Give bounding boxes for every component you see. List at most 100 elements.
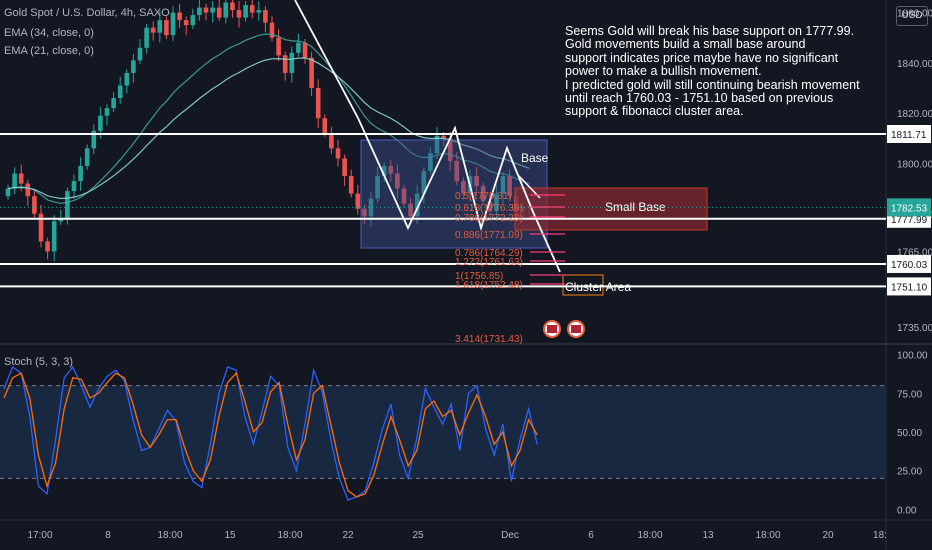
candle-body — [131, 60, 136, 73]
candle-body — [329, 133, 334, 149]
x-tick-label: 18: — [873, 530, 887, 541]
candle-body — [150, 27, 156, 33]
candle-body — [375, 176, 380, 199]
x-tick-label: 18:00 — [755, 530, 780, 541]
candle-body — [362, 208, 367, 217]
candle-body — [236, 10, 242, 18]
projection-path — [294, 0, 561, 273]
candle-body — [177, 12, 182, 21]
candle-body — [342, 158, 347, 177]
candle-body — [243, 5, 248, 18]
candle-body — [197, 7, 202, 16]
candle-body — [104, 108, 110, 116]
candle-body — [58, 218, 64, 222]
candle-body — [414, 193, 420, 217]
candle-body — [507, 176, 512, 197]
x-tick-label: 18:00 — [637, 530, 662, 541]
candle-body — [25, 183, 31, 197]
candle-body — [494, 193, 499, 212]
candle-body — [18, 173, 24, 184]
fib-label: 1.272(1761.63) — [455, 257, 523, 268]
candle-body — [388, 165, 394, 174]
analysis-note: Seems Gold will break his base support o… — [565, 24, 865, 119]
candle-body — [309, 57, 314, 89]
candle-body — [434, 135, 440, 154]
current-price-label: 1782.53 — [891, 203, 928, 214]
note-line: power to make a bullish movement. — [565, 64, 762, 79]
candle-body — [170, 12, 176, 36]
fib-label: 0.786(1764.29) — [455, 248, 523, 259]
projection-path-secondary — [517, 174, 541, 199]
x-tick-label: 18:00 — [277, 530, 302, 541]
candle-body — [487, 201, 493, 212]
candle-body — [322, 118, 328, 134]
candle-body — [91, 130, 97, 149]
candle-body — [296, 42, 301, 53]
small-base-label: Small Base — [605, 200, 666, 214]
candle-body — [78, 165, 83, 182]
current-price-badge — [887, 198, 931, 217]
x-tick-label: 20 — [822, 530, 834, 541]
x-tick-label: 18:00 — [157, 530, 182, 541]
candle-body — [117, 85, 123, 99]
note-line: support indicates price maybe have no si… — [565, 50, 839, 65]
candle-body — [256, 10, 262, 13]
candle-body — [84, 148, 90, 166]
fib-label: 0.786(1772.23) — [455, 213, 523, 224]
stoch-tick-label: 50.00 — [897, 428, 922, 439]
stoch-d-line — [3, 371, 538, 498]
level-badge — [887, 125, 931, 144]
legend-ema21: EMA (21, close, 0) — [4, 45, 94, 57]
candle-body — [216, 7, 222, 18]
candle-body — [368, 198, 374, 217]
stoch-k-line — [3, 365, 538, 501]
x-tick-label: 6 — [588, 530, 594, 541]
candle-body — [210, 7, 215, 13]
candle-body — [480, 186, 486, 202]
candle-body — [302, 42, 308, 58]
candle-body — [183, 20, 189, 26]
fib-label: 1.618(1752.48) — [455, 280, 523, 291]
candle-body — [315, 88, 321, 119]
candle-body — [12, 173, 17, 189]
note-line: Gold movements build a small base around — [565, 37, 806, 52]
candle-body — [335, 148, 341, 159]
x-tick-label: Dec — [501, 530, 519, 541]
legend-stoch: Stoch (5, 3, 3) — [4, 356, 74, 368]
candle-body — [230, 2, 235, 11]
candle-body — [164, 20, 169, 36]
candle-body — [348, 176, 354, 194]
currency-button[interactable]: USD — [896, 6, 928, 26]
y-tick-label: 1800.00 — [897, 159, 932, 170]
candle-body — [381, 165, 387, 177]
candle-body — [203, 7, 209, 13]
level-label: 1760.03 — [891, 260, 928, 271]
candle-body — [282, 55, 288, 73]
level-label: 1777.99 — [891, 215, 928, 226]
ema-34-line — [7, 57, 530, 200]
stoch-band — [0, 385, 886, 479]
candle-body — [461, 181, 466, 194]
fib-label: 3.414(1731.43) — [455, 334, 523, 345]
x-tick-label: 15 — [224, 530, 236, 541]
candle-body — [5, 188, 11, 197]
level-label: 1751.10 — [891, 282, 928, 293]
candle-body — [190, 15, 196, 26]
fib-label: 1(1756.85) — [455, 271, 503, 282]
stoch-tick-label: 0.00 — [897, 505, 917, 516]
candle-body — [249, 5, 255, 13]
candle-body — [51, 221, 57, 252]
x-tick-label: 13 — [702, 530, 714, 541]
x-tick-label: 8 — [105, 530, 111, 541]
candle-body — [428, 153, 433, 171]
stoch-tick-label: 75.00 — [897, 389, 922, 400]
candle-body — [38, 213, 44, 242]
candle-body — [395, 173, 400, 189]
note-line: until reach 1760.03 - 1751.10 based on p… — [565, 91, 834, 106]
x-tick-label: 17:00 — [27, 530, 52, 541]
candle-body — [447, 138, 453, 161]
note-line: support & fibonacci cluster area. — [565, 104, 744, 119]
candle-body — [263, 10, 268, 23]
candle-body — [500, 176, 506, 194]
